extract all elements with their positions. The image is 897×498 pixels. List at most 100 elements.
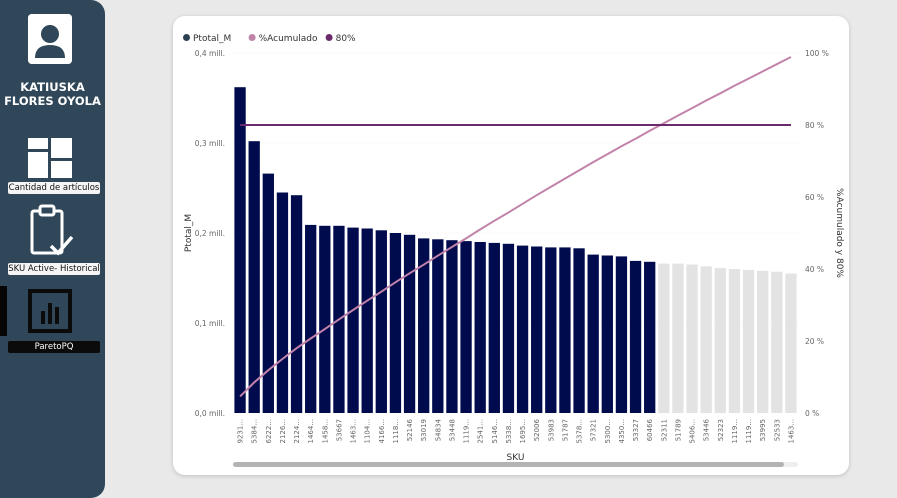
legend-dot-0 [183,34,190,41]
x-axis-title: SKU [507,453,525,463]
bar-1 [248,141,260,413]
bar-12 [403,234,416,413]
x-tick-label-6: 1458... [321,419,329,444]
chart-grid [233,52,798,324]
x-tick-label-25: 57321 [590,419,598,441]
bar-33 [700,266,712,413]
x-tick-label-5: 1464... [307,419,315,444]
x-tick-label-29: 60466 [646,418,654,441]
legend-label-2: 80% [336,34,356,44]
bar-6 [319,225,331,413]
x-tick-label-3: 2126... [279,419,287,444]
active-nav-marker [0,286,7,336]
x-tick-label-36: 1119... [745,419,753,444]
y-tick-label-2: 0,2 mill. [195,229,225,238]
nav-paretopq[interactable]: ParetoPQ [8,341,100,353]
chart-axes: 0,0 mill. 0,1 mill. 0,2 mill. 0,3 mill. 0,4 … [184,49,844,463]
clipboard-check-icon[interactable] [29,204,75,262]
x-tick-label-33: 53446 [703,418,711,441]
x-tick-label-12: 52146 [406,418,414,441]
bar-25 [587,254,599,413]
bar-19 [502,243,515,413]
x-tick-label-22: 53983 [547,419,555,441]
bar-18 [488,242,500,413]
bar-13 [418,238,430,413]
bar-24 [573,248,585,413]
bar-4 [290,195,303,413]
bar-9 [361,228,373,413]
bar-31 [672,263,684,413]
bar-20 [516,245,529,413]
x-tick-label-7: 53667 [335,419,343,441]
bar-14 [432,239,444,413]
y2-tick-label-0: 0 % [805,409,819,418]
user-name-line1: KATIUSKA [20,80,85,94]
dashboard-icon[interactable] [28,138,72,182]
bar-39 [785,273,797,413]
x-tick-label-23: 51787 [561,419,569,441]
x-tick-label-34: 52323 [717,419,725,441]
bar-0 [234,87,246,413]
scrollbar-thumb[interactable] [233,462,784,467]
bar-8 [347,227,359,413]
x-tick-label-32: 5406... [689,419,697,444]
chart-bars [234,87,797,413]
bar-10 [375,230,387,413]
x-tick-label-35: 1119... [731,419,739,444]
x-tick-label-20: 1695... [519,419,527,444]
x-tick-label-21: 52006 [533,418,541,441]
x-tick-label-26: 5300... [604,419,612,444]
chart-lines [239,56,792,398]
bar-16 [460,241,472,413]
x-tick-label-39: 1463... [787,419,795,444]
bar-2 [262,173,274,413]
y2-tick-label-5: 100 % [805,49,829,58]
x-tick-label-31: 51789 [674,419,682,441]
x-tick-label-11: 1118... [392,419,400,444]
bar-15 [446,240,458,413]
bar-29 [644,261,656,413]
x-tick-label-9: 1104... [364,419,372,444]
y2-tick-label-4: 80 % [805,121,824,130]
x-tick-label-4: 2124... [293,419,301,444]
x-tick-label-10: 4166... [378,419,386,444]
y-tick-label-0: 0,0 mill. [195,409,225,418]
bar-23 [559,247,571,413]
bar-27 [615,256,628,413]
legend-dot-2 [325,34,333,41]
legend-dot-1 [248,34,256,41]
bar-17 [474,242,486,413]
x-tick-label-1: 5384... [251,419,259,444]
x-tick-label-28: 53327 [632,419,640,441]
nav-cantidad-articulos[interactable]: Cantidad de artículos [8,182,100,194]
x-tick-label-8: 1463... [350,419,358,444]
y-axis-title: Ptotal_M [184,214,194,252]
bar-21 [531,246,543,413]
bar-38 [771,271,783,413]
bar-22 [545,247,557,413]
bar-3 [276,192,289,413]
sidebar: KATIUSKA FLORES OYOLA Cantidad de artícu… [0,0,105,498]
bar-34 [714,268,726,413]
bar-32 [686,264,698,413]
x-tick-label-19: 5338... [505,419,513,444]
cumulative-line [239,56,792,398]
pareto-chart: Ptotal_M %Acumulado 80% 0,0 mill. 0,1 mill.… [183,34,844,467]
y-tick-label-4: 0,4 mill. [195,49,225,58]
bar-35 [728,269,741,413]
y2-tick-label-3: 60 % [805,193,824,202]
x-tick-label-0: 9231... [237,419,245,444]
y2-tick-label-1: 20 % [805,337,824,346]
bar-36 [742,269,755,413]
user-name-line2: FLORES OYOLA [4,94,101,108]
x-tick-label-14: 54834 [434,418,442,441]
x-tick-label-27: 4350... [618,419,626,444]
user-avatar-icon [28,14,72,64]
bar-26 [601,255,613,413]
y2-axis-title: %Acumulado y 80% [834,188,844,278]
y2-tick-label-2: 40 % [805,265,824,274]
nav-sku-active-historical[interactable]: SKU Active- Historical [8,263,100,275]
bar-5 [305,224,317,413]
bar-chart-icon[interactable] [28,289,72,337]
x-tick-label-37: 53995 [759,419,767,441]
